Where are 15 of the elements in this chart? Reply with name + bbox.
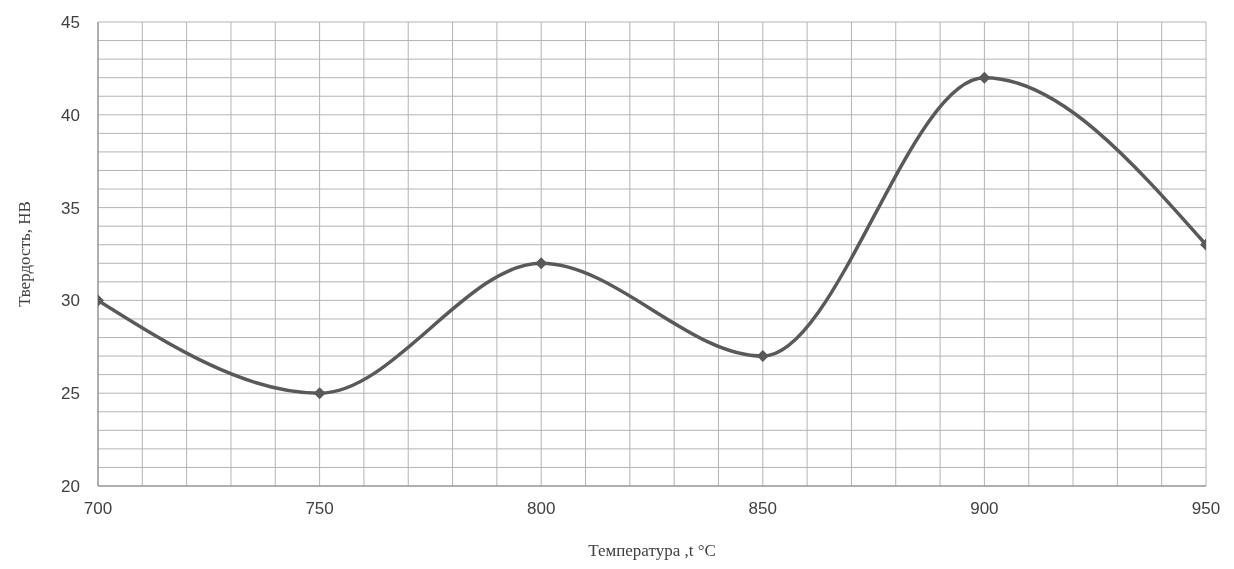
y-tick-label: 35 bbox=[61, 198, 80, 218]
x-tick-label: 950 bbox=[1191, 499, 1221, 519]
x-tick-label: 900 bbox=[970, 499, 999, 519]
y-tick-label: 40 bbox=[61, 105, 80, 125]
x-tick-label: 850 bbox=[748, 499, 777, 519]
y-tick-label: 45 bbox=[61, 13, 80, 33]
y-tick-label: 30 bbox=[61, 291, 80, 311]
y-axis-title: Твердость, HB bbox=[15, 201, 35, 307]
y-tick-label: 25 bbox=[61, 384, 80, 404]
point bbox=[313, 387, 326, 400]
x-tick-label: 700 bbox=[83, 499, 113, 519]
x-axis-title: Температура ,t °C bbox=[588, 541, 716, 560]
x-tick-label: 800 bbox=[527, 499, 556, 519]
x-tick-label: 750 bbox=[305, 499, 334, 519]
y-tick-label: 20 bbox=[61, 477, 80, 497]
